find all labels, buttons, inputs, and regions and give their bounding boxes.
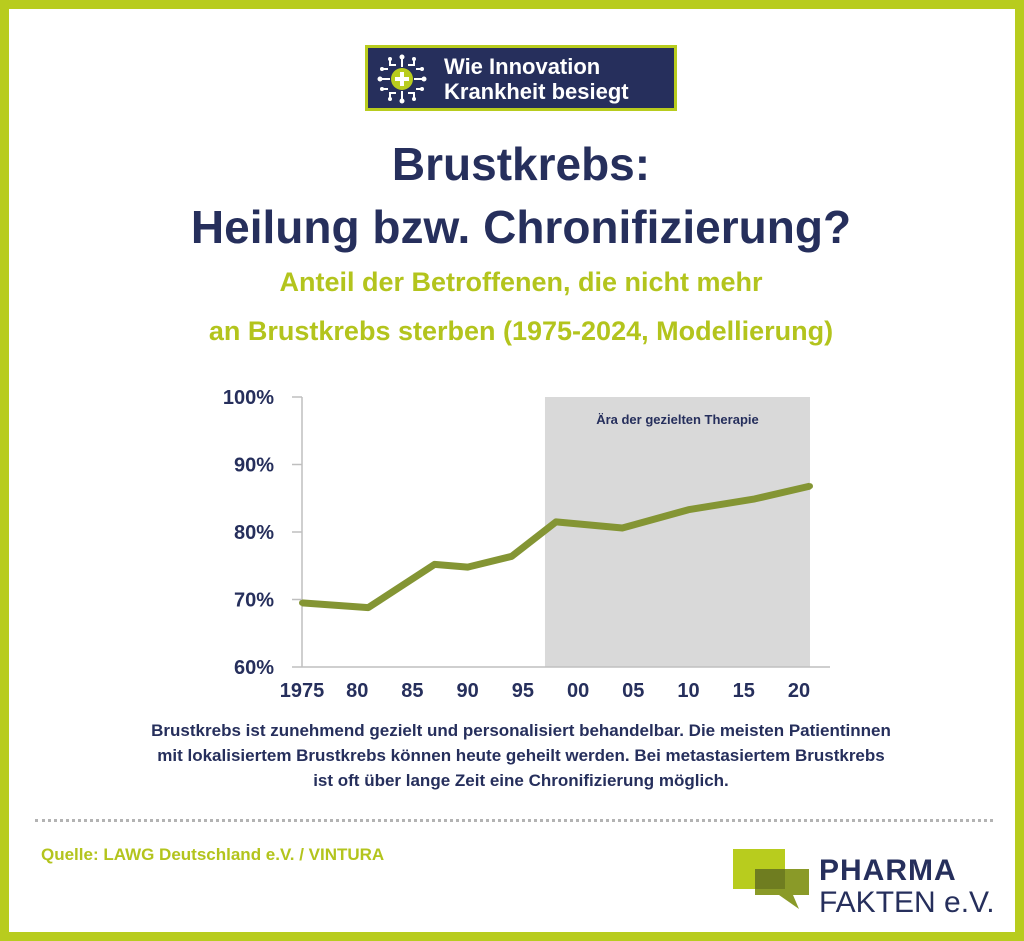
data-point-1998: [553, 518, 559, 525]
x-tick-label-1980: 80: [346, 680, 368, 702]
data-point-1994: [508, 553, 515, 560]
y-tick-label-70: 70%: [234, 590, 274, 612]
x-tick-label-2000: 00: [567, 680, 589, 702]
data-point-1981: [365, 604, 372, 611]
dotted-divider: [35, 819, 993, 822]
x-tick-label-2010: 10: [677, 680, 699, 702]
targeted-therapy-shaded-region: [544, 397, 810, 667]
badge-line-1: Wie Innovation: [444, 54, 601, 79]
x-tick-label-2015: 15: [733, 680, 755, 702]
subtitle-line-1: Anteil der Betroffenen, die nicht mehr: [279, 267, 763, 297]
title-line-2: Heilung bzw. Chronifizierung?: [190, 201, 852, 253]
x-tick-label-1985: 85: [401, 680, 423, 702]
logo-wordmark-line-1: PHARMA: [819, 854, 957, 887]
data-point-2010: [685, 506, 692, 513]
y-tick-label-80: 80%: [234, 522, 274, 544]
y-tick-label-90: 90%: [234, 455, 274, 477]
x-tick-label-1990: 90: [457, 680, 479, 702]
data-point-1975: [299, 599, 305, 606]
badge-text: Wie Innovation Krankheit besiegt: [444, 54, 629, 104]
description-line-2: mit lokalisiertem Brustkrebs können heut…: [157, 746, 885, 765]
series-badge: Wie Innovation Krankheit besiegt: [365, 45, 677, 111]
data-point-2004: [619, 524, 626, 531]
subtitle-line-2: an Brustkrebs sterben (1975-2024, Modell…: [208, 316, 834, 346]
badge-line-2: Krankheit besiegt: [444, 79, 629, 104]
shaded-region-label: Ära der gezielten Therapie: [596, 412, 759, 427]
data-point-1990: [464, 564, 471, 571]
x-tick-label-1995: 95: [512, 680, 534, 702]
data-point-2016: [751, 495, 758, 502]
speech-bubbles-logo-icon: [733, 849, 809, 909]
title-line-1: Brustkrebs:: [391, 138, 651, 190]
data-point-1987: [431, 561, 438, 568]
x-tick-label-2020: 20: [788, 680, 810, 702]
series-line: [301, 482, 811, 612]
x-tick-label-1975: 1975: [280, 680, 325, 702]
y-tick-label-100: 100%: [223, 387, 274, 409]
description-line-1: Brustkrebs ist zunehmend gezielt und per…: [151, 721, 891, 740]
line-chart: Ära der gezielten Therapie 60% 70% 80% 90% 10…: [223, 387, 830, 702]
data-point-2021: [807, 483, 813, 490]
x-tick-label-2005: 05: [622, 680, 644, 702]
logo-wordmark-line-2: FAKTEN e.V.: [819, 886, 995, 919]
circuit-plus-icon: [377, 54, 427, 104]
description-line-3: ist oft über lange Zeit eine Chronifizie…: [313, 771, 729, 790]
source-text: Quelle: LAWG Deutschland e.V. / VINTURA: [41, 845, 385, 864]
y-tick-label-60: 60%: [234, 657, 274, 679]
